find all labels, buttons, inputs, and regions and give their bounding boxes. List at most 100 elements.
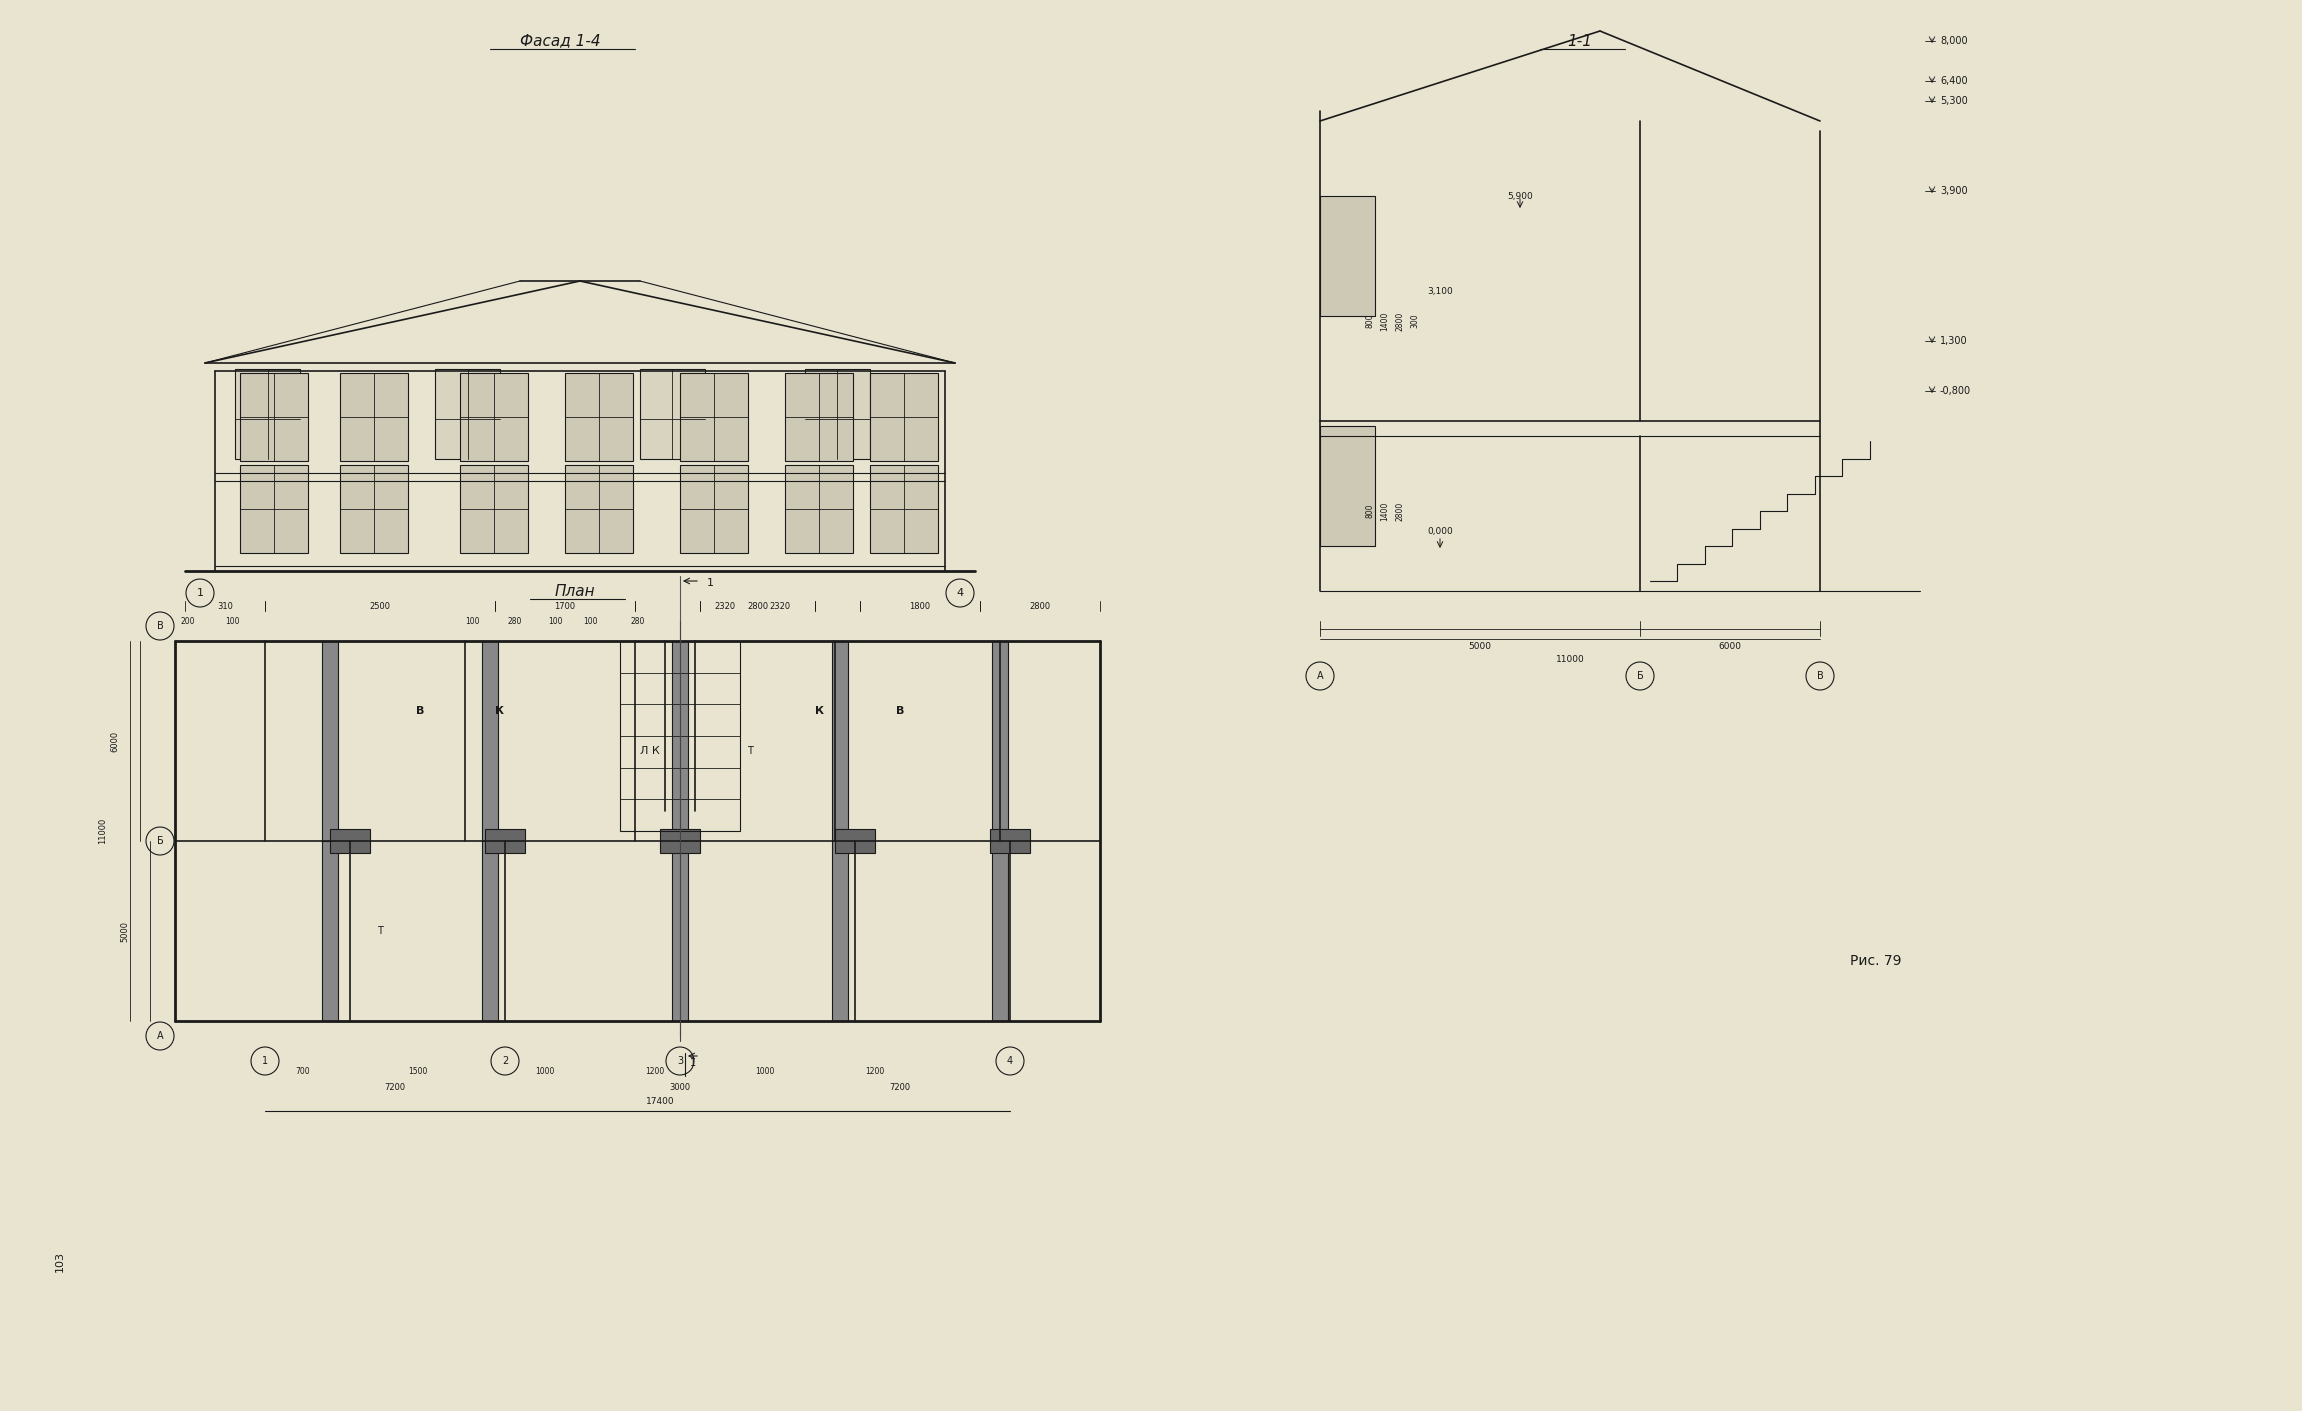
Text: 300: 300	[1411, 313, 1420, 329]
Bar	[481, 641, 497, 841]
Bar	[329, 830, 371, 854]
Text: 100: 100	[465, 617, 479, 625]
Bar	[672, 641, 688, 841]
Text: В: В	[417, 706, 424, 715]
Bar	[460, 466, 527, 553]
Text: В: В	[1816, 672, 1823, 682]
Text: Т: Т	[378, 926, 382, 935]
Text: 8,000: 8,000	[1941, 37, 1968, 47]
Bar	[831, 841, 847, 1022]
Text: Т: Т	[748, 746, 753, 756]
Text: Б: Б	[157, 835, 163, 847]
Bar	[679, 466, 748, 553]
Bar	[341, 373, 407, 461]
Text: 103: 103	[55, 1250, 64, 1271]
Text: 100: 100	[226, 617, 239, 625]
Text: Л К: Л К	[640, 746, 661, 756]
Text: 2800: 2800	[1395, 501, 1404, 521]
Bar	[990, 830, 1029, 854]
Text: 5000: 5000	[120, 920, 129, 941]
Bar	[619, 641, 739, 831]
Text: 1: 1	[707, 579, 714, 588]
Bar	[785, 466, 854, 553]
Text: Рис. 79: Рис. 79	[1851, 954, 1901, 968]
Text: 1200: 1200	[645, 1067, 665, 1075]
Text: К: К	[495, 706, 504, 715]
Bar	[870, 466, 937, 553]
Bar	[481, 841, 497, 1022]
Text: 7200: 7200	[384, 1084, 405, 1092]
Text: 1400: 1400	[1381, 501, 1390, 521]
Text: 3,900: 3,900	[1941, 186, 1968, 196]
Bar	[486, 830, 525, 854]
Text: 17400: 17400	[645, 1096, 674, 1105]
Text: 280: 280	[509, 617, 523, 625]
Text: 6000: 6000	[110, 731, 120, 752]
Text: 1000: 1000	[536, 1067, 555, 1075]
Text: 2320: 2320	[769, 601, 790, 611]
Text: 200: 200	[180, 617, 196, 625]
Text: План: План	[555, 584, 596, 598]
Text: 1000: 1000	[755, 1067, 776, 1075]
Text: 1200: 1200	[866, 1067, 884, 1075]
Text: 4: 4	[955, 588, 965, 598]
Text: К: К	[815, 706, 824, 715]
Text: 6000: 6000	[1720, 642, 1743, 650]
Text: 100: 100	[548, 617, 562, 625]
Text: 1: 1	[196, 588, 203, 598]
Text: 1800: 1800	[909, 601, 930, 611]
Text: 6,400: 6,400	[1941, 76, 1968, 86]
Bar	[460, 373, 527, 461]
Bar	[322, 641, 338, 841]
Bar	[640, 370, 704, 459]
Text: В: В	[895, 706, 905, 715]
Bar	[679, 373, 748, 461]
Text: 5000: 5000	[1469, 642, 1492, 650]
Text: В: В	[157, 621, 163, 631]
Text: 3,100: 3,100	[1427, 286, 1453, 295]
Text: Фасад 1-4: Фасад 1-4	[520, 34, 601, 48]
Bar	[672, 841, 688, 1022]
Text: 800: 800	[1365, 504, 1374, 518]
Text: -0,800: -0,800	[1941, 387, 1971, 396]
Bar	[661, 830, 700, 854]
Text: 2500: 2500	[371, 601, 391, 611]
Bar	[239, 466, 308, 553]
Text: 700: 700	[295, 1067, 311, 1075]
Bar	[435, 370, 500, 459]
Bar	[564, 373, 633, 461]
Text: 100: 100	[582, 617, 596, 625]
Bar	[992, 841, 1008, 1022]
Text: 11000: 11000	[1556, 655, 1584, 663]
Text: 2: 2	[502, 1055, 509, 1065]
Bar	[806, 370, 870, 459]
Text: 2800: 2800	[1029, 601, 1050, 611]
Text: А: А	[1317, 672, 1324, 682]
Bar	[831, 641, 847, 841]
Text: 1-1: 1-1	[1568, 34, 1593, 48]
Text: 0,000: 0,000	[1427, 526, 1453, 536]
Text: 1500: 1500	[407, 1067, 428, 1075]
Text: 280: 280	[631, 617, 645, 625]
Text: 310: 310	[216, 601, 233, 611]
Bar	[1319, 426, 1374, 546]
Text: 800: 800	[1365, 313, 1374, 329]
Bar	[870, 373, 937, 461]
Text: 3000: 3000	[670, 1084, 691, 1092]
Bar	[341, 466, 407, 553]
Text: 7200: 7200	[889, 1084, 912, 1092]
Bar	[992, 641, 1008, 841]
Bar	[239, 373, 308, 461]
Text: 1: 1	[691, 1058, 695, 1068]
Bar	[564, 466, 633, 553]
Text: 2800: 2800	[746, 601, 769, 611]
Bar	[322, 841, 338, 1022]
Text: 1: 1	[262, 1055, 267, 1065]
Bar	[235, 370, 299, 459]
Text: 5,300: 5,300	[1941, 96, 1968, 106]
Text: 1700: 1700	[555, 601, 576, 611]
Text: 5,900: 5,900	[1508, 192, 1533, 200]
Bar	[836, 830, 875, 854]
Text: 3: 3	[677, 1055, 684, 1065]
Text: 1,300: 1,300	[1941, 336, 1968, 346]
